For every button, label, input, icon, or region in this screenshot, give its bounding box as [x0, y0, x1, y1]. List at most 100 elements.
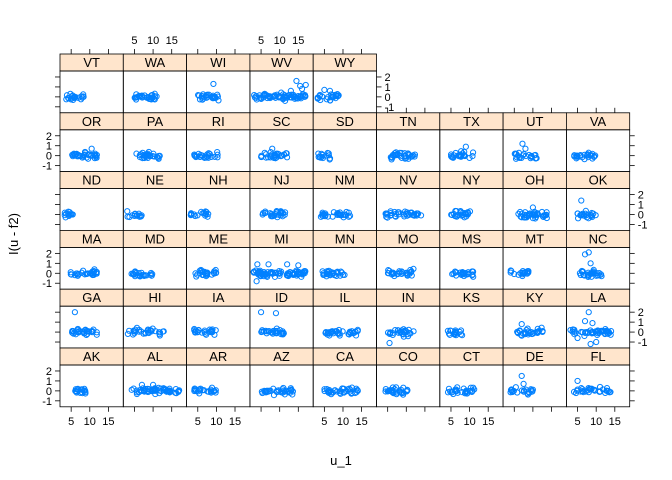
- strip-label: GA: [82, 290, 101, 305]
- data-point: [79, 267, 87, 274]
- data-point: [190, 211, 198, 218]
- data-point: [588, 209, 595, 217]
- x-tick-label: 10: [147, 35, 159, 47]
- data-point: [124, 208, 131, 215]
- data-point: [386, 330, 393, 338]
- data-point: [320, 271, 327, 279]
- strip-label: NV: [399, 173, 417, 188]
- strip-label: OK: [589, 173, 608, 188]
- data-point: [385, 270, 392, 277]
- data-point: [200, 271, 207, 278]
- x-tick-label: 15: [355, 416, 367, 428]
- data-point: [389, 331, 396, 339]
- data-point: [192, 270, 199, 277]
- data-point: [191, 387, 198, 395]
- panel-ga: GA: [59, 288, 124, 349]
- panel-sc: SC: [249, 112, 314, 173]
- data-point: [82, 389, 89, 396]
- data-point: [408, 153, 415, 160]
- strip-label: FL: [590, 349, 605, 364]
- data-point: [89, 271, 96, 278]
- x-tick-label: 15: [482, 416, 494, 428]
- y-tick-label: -1: [42, 396, 52, 408]
- data-point: [272, 94, 279, 101]
- data-point: [453, 329, 460, 336]
- data-point: [273, 327, 280, 335]
- data-point: [147, 269, 155, 277]
- data-point: [193, 273, 200, 280]
- panel-oh: OH: [502, 171, 567, 231]
- data-point-outlier: [520, 380, 527, 388]
- strip-label: IL: [339, 290, 350, 305]
- data-point: [529, 388, 536, 395]
- data-point: [132, 326, 139, 333]
- data-point: [273, 209, 280, 216]
- data-point-outlier: [284, 261, 291, 268]
- data-point-outlier: [88, 145, 95, 152]
- strip-label: WY: [334, 55, 355, 70]
- data-point-outlier: [254, 261, 261, 268]
- panel-wa: WA: [122, 53, 188, 114]
- data-point: [163, 387, 171, 395]
- strip-label: MT: [525, 231, 544, 246]
- data-point: [205, 154, 212, 161]
- data-point: [69, 327, 76, 335]
- data-point: [594, 327, 601, 334]
- data-point: [577, 271, 584, 279]
- strip-label: KS: [463, 290, 481, 305]
- data-point-outlier: [587, 340, 594, 348]
- data-point-outlier: [321, 86, 328, 94]
- data-point: [280, 384, 287, 392]
- data-point-outlier: [298, 85, 306, 93]
- data-point: [579, 388, 586, 395]
- y-tick-label: 0: [638, 327, 644, 339]
- data-point: [139, 94, 146, 101]
- data-point: [333, 328, 340, 335]
- data-point: [347, 386, 354, 393]
- panel-hi: HI: [122, 288, 188, 349]
- data-point: [80, 91, 87, 98]
- data-point: [573, 155, 580, 162]
- strip-label: IN: [402, 290, 415, 305]
- data-point: [69, 92, 76, 99]
- data-point: [341, 271, 348, 278]
- data-point: [405, 211, 413, 218]
- data-point: [299, 271, 306, 278]
- panel-frame: [566, 188, 631, 231]
- x-tick-label: 5: [131, 35, 137, 47]
- data-point: [212, 327, 219, 334]
- data-point: [202, 330, 209, 337]
- data-point-outlier: [585, 309, 592, 316]
- data-point: [69, 95, 76, 102]
- panel-la: LA: [566, 288, 631, 349]
- x-tick-label: 15: [229, 416, 241, 428]
- strip-label: TX: [463, 114, 480, 129]
- data-point: [523, 214, 530, 221]
- y-tick-label: 0: [46, 386, 52, 398]
- data-point: [402, 329, 409, 336]
- panel-nj: NJ: [249, 171, 314, 231]
- panel-frame: [439, 305, 504, 349]
- y-tick-label: -1: [385, 102, 395, 114]
- panel-frame: [186, 188, 251, 231]
- data-point: [582, 329, 589, 336]
- data-point-outlier: [71, 309, 78, 316]
- data-point: [278, 331, 285, 338]
- strip-label: WV: [271, 55, 292, 70]
- data-point: [205, 210, 212, 218]
- x-tick-label: 5: [68, 416, 74, 428]
- data-point: [135, 389, 143, 396]
- data-point: [267, 329, 275, 336]
- data-point: [259, 210, 267, 217]
- data-point: [132, 268, 139, 275]
- data-point: [389, 389, 396, 396]
- x-tick-label: 10: [590, 416, 602, 428]
- data-point: [319, 268, 326, 275]
- data-point: [196, 390, 203, 397]
- data-point: [395, 327, 402, 334]
- data-point: [400, 391, 407, 398]
- panel-frame: [122, 129, 188, 173]
- data-point: [405, 151, 412, 158]
- panel-frame: [122, 70, 188, 114]
- data-point: [126, 213, 133, 221]
